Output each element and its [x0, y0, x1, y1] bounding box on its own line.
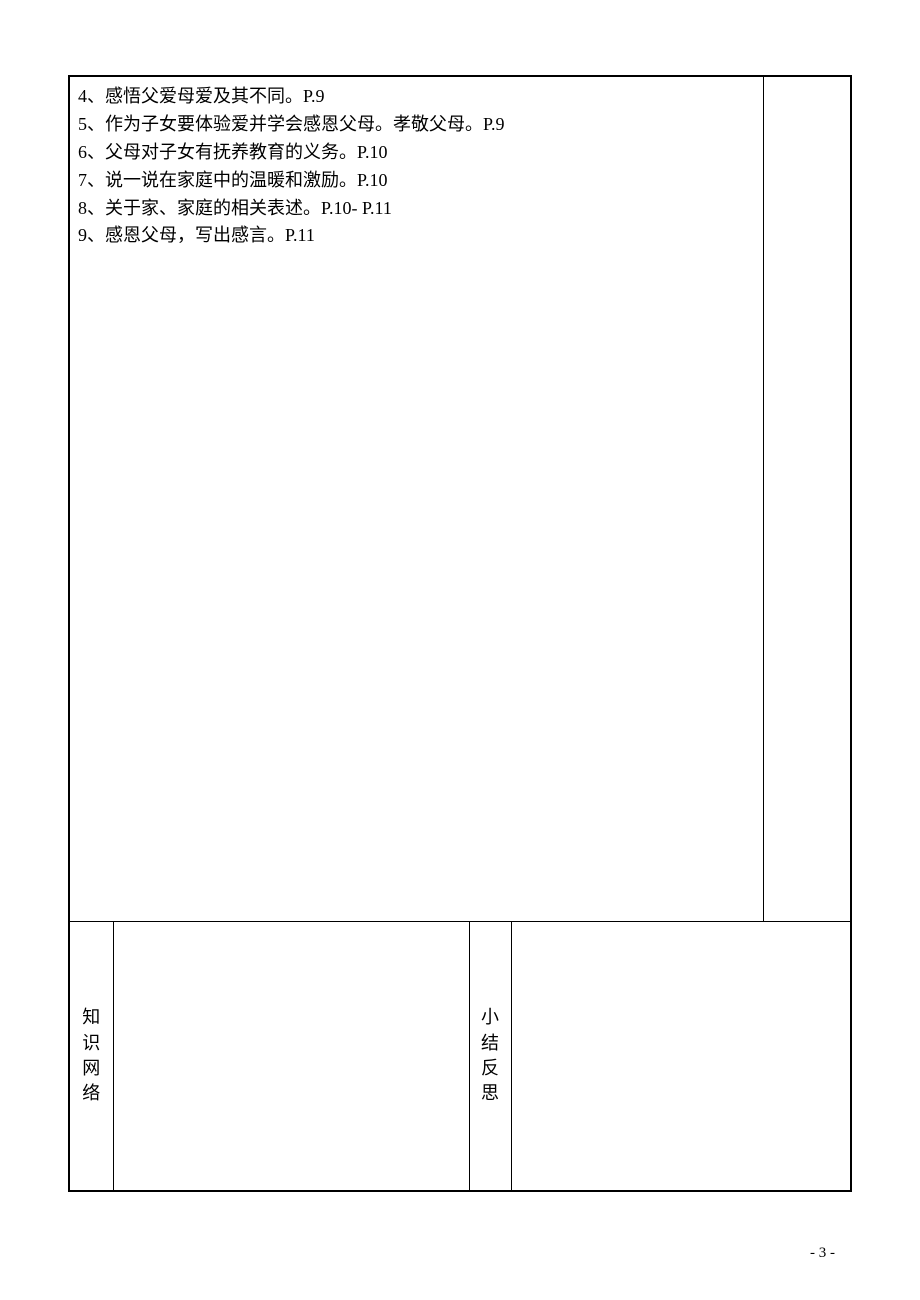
knowledge-network-label-cell: 知 识 网 络: [69, 921, 113, 1191]
label-char: 络: [82, 1081, 100, 1106]
bottom-row: 知 识 网 络 小 结 反 思: [69, 921, 851, 1191]
page-number: - 3 -: [810, 1245, 835, 1262]
knowledge-network-content: [113, 921, 469, 1191]
content-line-6: 6、父母对子女有抚养教育的义务。P.10: [78, 139, 755, 167]
content-line-7: 7、说一说在家庭中的温暖和激励。P.10: [78, 167, 755, 195]
label-char: 网: [82, 1056, 100, 1081]
content-row: 4、感悟父爱母爱及其不同。P.9 5、作为子女要体验爱并学会感恩父母。孝敬父母。…: [69, 76, 851, 921]
content-line-9: 9、感恩父母，写出感言。P.11: [78, 222, 755, 250]
summary-reflection-label-cell: 小 结 反 思: [469, 921, 511, 1191]
content-line-4: 4、感悟父爱母爱及其不同。P.9: [78, 83, 755, 111]
summary-reflection-content: [511, 921, 851, 1191]
knowledge-network-label: 知 识 网 络: [70, 922, 113, 1191]
page-container: 4、感悟父爱母爱及其不同。P.9 5、作为子女要体验爱并学会感恩父母。孝敬父母。…: [0, 0, 920, 1300]
content-line-5: 5、作为子女要体验爱并学会感恩父母。孝敬父母。P.9: [78, 111, 755, 139]
label-char: 小: [481, 1005, 499, 1030]
label-char: 思: [481, 1081, 499, 1106]
main-table: 4、感悟父爱母爱及其不同。P.9 5、作为子女要体验爱并学会感恩父母。孝敬父母。…: [68, 75, 852, 1192]
label-char: 知: [82, 1005, 100, 1030]
label-char: 结: [481, 1031, 499, 1056]
label-char: 反: [481, 1056, 499, 1081]
summary-reflection-label: 小 结 反 思: [470, 922, 511, 1191]
content-cell: 4、感悟父爱母爱及其不同。P.9 5、作为子女要体验爱并学会感恩父母。孝敬父母。…: [69, 76, 763, 921]
content-line-8: 8、关于家、家庭的相关表述。P.10- P.11: [78, 195, 755, 223]
label-char: 识: [82, 1031, 100, 1056]
right-margin-cell: [763, 76, 851, 921]
